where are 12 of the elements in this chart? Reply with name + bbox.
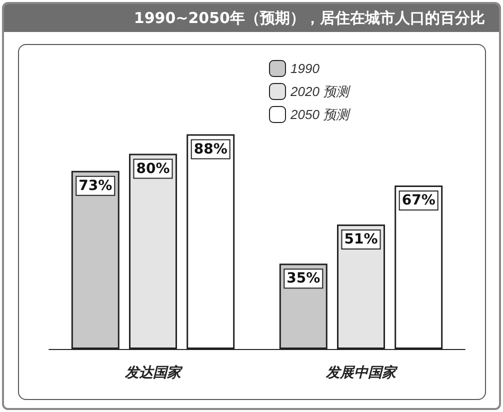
data-label: 88% [194, 141, 228, 158]
data-label: 67% [402, 192, 436, 209]
x-tick-label: 发达国家 [124, 364, 183, 380]
legend-label: 1990 [290, 61, 320, 76]
data-label: 73% [78, 178, 112, 194]
chart-title: 1990~2050年（预期），居住在城市人口的百分比 [4, 4, 499, 32]
legend-label: 2050 预测 [290, 107, 352, 122]
data-label: 51% [344, 232, 378, 248]
data-label: 35% [286, 270, 320, 287]
data-label: 80% [136, 160, 170, 177]
legend-label: 2020 预测 [290, 84, 352, 99]
x-tick-label: 发展中国家 [325, 364, 398, 380]
